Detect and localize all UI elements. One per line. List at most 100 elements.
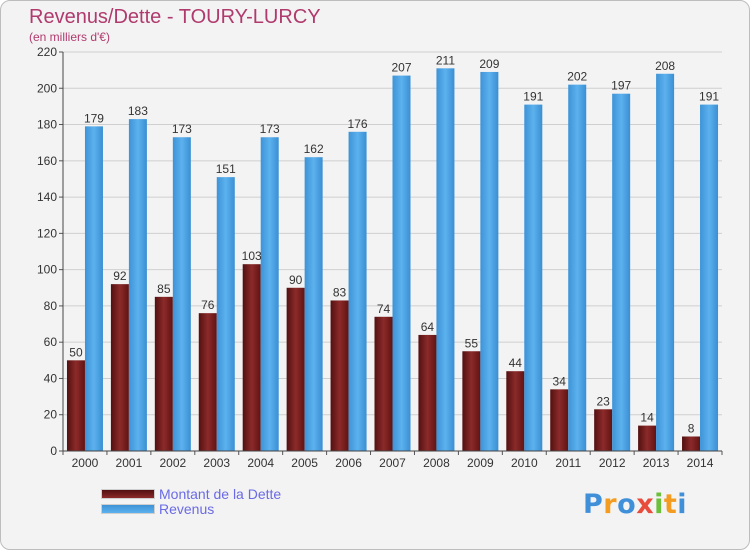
bar-dette xyxy=(550,389,569,451)
x-tick-label: 2013 xyxy=(643,456,670,470)
data-label-revenus: 191 xyxy=(699,90,719,104)
data-label-dette: 76 xyxy=(201,298,215,312)
axes xyxy=(62,52,722,452)
data-label-dette: 8 xyxy=(688,421,695,435)
data-label-revenus: 179 xyxy=(84,111,104,125)
bar-dette xyxy=(682,436,701,451)
legend-item-dette: Montant de la Dette xyxy=(101,486,281,502)
bar-dette xyxy=(462,351,481,451)
y-tick-label: 180 xyxy=(37,118,57,132)
logo-letter: o xyxy=(617,489,637,520)
data-label-dette: 64 xyxy=(421,320,435,334)
x-tick-label: 2010 xyxy=(511,456,538,470)
data-label-dette: 103 xyxy=(242,249,262,263)
data-label-dette: 14 xyxy=(640,411,654,425)
data-label-revenus: 207 xyxy=(391,61,411,75)
y-tick-label: 200 xyxy=(37,81,57,95)
bar-revenus xyxy=(392,75,411,451)
data-label-dette: 44 xyxy=(509,356,523,370)
bars xyxy=(66,68,719,452)
logo-letter: x xyxy=(636,489,655,520)
logo-letter: P xyxy=(583,489,604,520)
x-tick-label: 2004 xyxy=(247,456,274,470)
logo-letter: i xyxy=(677,489,688,520)
y-tick-label: 140 xyxy=(37,190,57,204)
data-label-revenus: 151 xyxy=(216,162,236,176)
data-label-dette: 83 xyxy=(333,285,347,299)
x-axis-ticks: 2000 2001 2002 2003 2004 2005 2006 2007 2008 2009… xyxy=(62,451,723,470)
bar-dette xyxy=(66,360,85,451)
x-tick-label: 2005 xyxy=(291,456,318,470)
bar-dette xyxy=(198,313,217,451)
bar-revenus xyxy=(656,73,675,451)
bar-revenus xyxy=(436,68,455,451)
y-tick-label: 120 xyxy=(37,226,57,240)
bar-revenus xyxy=(216,177,235,451)
bar-revenus xyxy=(568,84,587,452)
bar-dette xyxy=(374,316,393,451)
bar-dette xyxy=(594,409,613,451)
legend-swatch-dette xyxy=(101,489,155,499)
bar-dette xyxy=(638,425,657,451)
x-tick-label: 2008 xyxy=(423,456,450,470)
bar-dette xyxy=(154,296,173,451)
bar-dette xyxy=(506,371,525,451)
logo-letter: t xyxy=(663,489,678,520)
bar-revenus xyxy=(700,104,719,451)
bar-dette xyxy=(242,264,261,451)
data-label-revenus: 162 xyxy=(304,142,324,156)
bar-dette xyxy=(418,334,437,451)
y-tick-label: 80 xyxy=(44,299,58,313)
data-label-revenus: 211 xyxy=(436,53,455,67)
x-tick-label: 2001 xyxy=(116,456,143,470)
x-tick-label: 2012 xyxy=(599,456,626,470)
x-tick-label: 2003 xyxy=(203,456,230,470)
y-tick-label: 60 xyxy=(44,335,58,349)
bar-revenus xyxy=(84,126,103,451)
data-label-dette: 85 xyxy=(157,282,171,296)
data-label-dette: 92 xyxy=(113,269,127,283)
y-axis-ticks: 0 20 40 60 80 100 120 140 160 180 200 220 xyxy=(37,45,63,458)
bar-revenus xyxy=(260,137,279,451)
data-label-revenus: 209 xyxy=(479,57,499,71)
legend-item-revenus: Revenus xyxy=(101,501,214,517)
data-label-revenus: 191 xyxy=(523,90,543,104)
x-tick-label: 2011 xyxy=(555,456,581,470)
y-tick-label: 100 xyxy=(37,263,57,277)
data-label-revenus: 173 xyxy=(172,122,192,136)
logo-letter: r xyxy=(603,489,618,520)
chart-title: Revenus/Dette - TOURY-LURCY xyxy=(29,6,321,28)
x-tick-label: 2000 xyxy=(72,456,99,470)
data-label-revenus: 173 xyxy=(260,122,280,136)
y-tick-label: 220 xyxy=(37,45,57,59)
bar-dette xyxy=(110,284,129,451)
bar-revenus xyxy=(524,104,543,451)
x-tick-label: 2014 xyxy=(687,456,714,470)
x-tick-label: 2009 xyxy=(467,456,494,470)
x-tick-label: 2007 xyxy=(379,456,406,470)
bar-revenus xyxy=(128,119,147,451)
data-label-dette: 34 xyxy=(553,374,567,388)
y-tick-label: 0 xyxy=(50,444,57,458)
bar-revenus xyxy=(172,137,191,451)
data-label-revenus: 202 xyxy=(567,70,587,84)
y-tick-label: 40 xyxy=(44,371,58,385)
bar-dette xyxy=(286,287,305,451)
x-tick-label: 2006 xyxy=(335,456,362,470)
y-tick-label: 160 xyxy=(37,154,57,168)
logo-letter: i xyxy=(654,489,664,520)
y-tick-label: 20 xyxy=(44,408,58,422)
data-label-dette: 55 xyxy=(465,336,479,350)
data-label-dette: 50 xyxy=(69,345,83,359)
data-label-dette: 90 xyxy=(289,273,303,287)
data-labels: 50 179 92 183 85 173 76 151 103 173 90 162 83 176 74 20… xyxy=(69,53,719,435)
bar-revenus xyxy=(348,131,367,452)
legend-label-revenus: Revenus xyxy=(159,501,215,517)
x-tick-label: 2002 xyxy=(159,456,186,470)
data-label-revenus: 197 xyxy=(611,79,631,93)
legend-swatch-revenus xyxy=(101,504,155,514)
bar-revenus xyxy=(304,157,323,451)
bar-revenus xyxy=(480,71,499,451)
